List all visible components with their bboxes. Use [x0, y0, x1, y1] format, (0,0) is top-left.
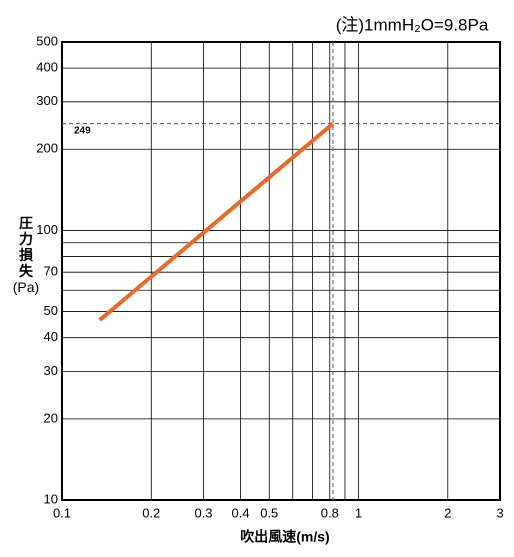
- y-tick-label: 40: [44, 329, 58, 344]
- x-tick-label: 3: [496, 505, 503, 520]
- y-tick-label: 500: [36, 33, 58, 48]
- x-tick-label: 1: [355, 505, 362, 520]
- y-tick-label: 400: [36, 60, 58, 75]
- x-tick-label: 0.4: [231, 505, 249, 520]
- x-tick-label: 2: [444, 505, 451, 520]
- y-tick-label: 200: [36, 141, 58, 156]
- reference-label: 249: [74, 125, 91, 136]
- note: (注)1mmH₂O=9.8Pa: [336, 15, 489, 34]
- x-tick-label: 0.8: [321, 505, 339, 520]
- y-axis-label: (Pa): [12, 279, 40, 295]
- y-tick-label: 50: [44, 303, 58, 318]
- y-tick-label: 30: [44, 363, 58, 378]
- y-tick-label: 10: [44, 491, 58, 506]
- x-tick-label: 0.5: [260, 505, 278, 520]
- x-tick-label: 0.1: [53, 505, 71, 520]
- y-tick-label: 100: [36, 222, 58, 237]
- x-tick-label: 0.3: [194, 505, 212, 520]
- y-tick-label: 300: [36, 93, 58, 108]
- plot-frame: [61, 41, 501, 501]
- x-axis-label: 吹出風速(m/s): [240, 529, 329, 545]
- x-tick-label: 0.2: [142, 505, 160, 520]
- y-tick-label: 20: [44, 410, 58, 425]
- y-tick-label: 70: [44, 264, 58, 279]
- data-line: [98, 122, 335, 322]
- y-axis-label: 圧力損失: [19, 215, 33, 279]
